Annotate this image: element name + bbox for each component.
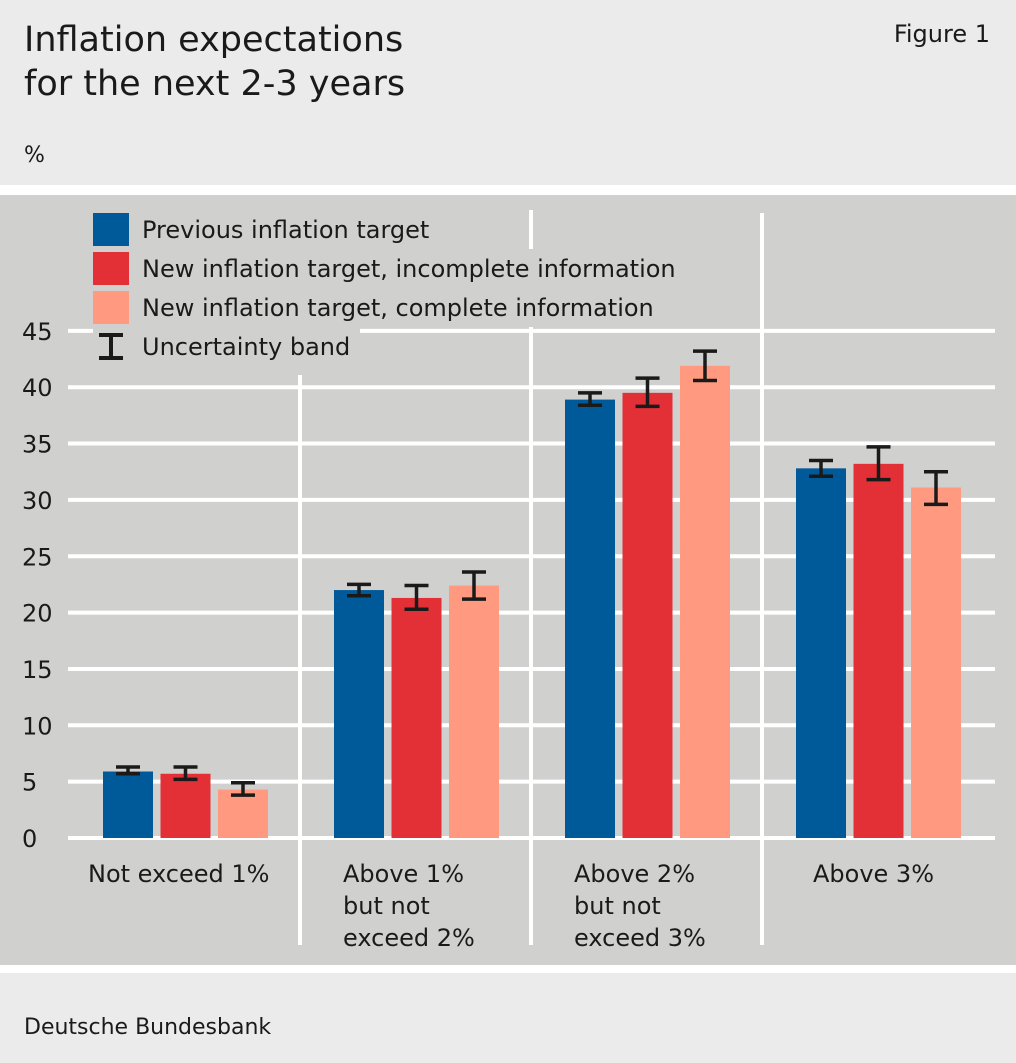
error-bar bbox=[635, 376, 660, 409]
legend-item-uncertainty: Uncertainty band bbox=[93, 327, 361, 366]
error-bar-icon bbox=[99, 333, 123, 360]
error-bar bbox=[404, 583, 429, 611]
error-bar bbox=[231, 781, 255, 797]
category-line: exceed 3% bbox=[574, 924, 706, 952]
error-bar bbox=[578, 391, 602, 407]
bar bbox=[218, 789, 268, 838]
legend-label: Uncertainty band bbox=[142, 332, 351, 361]
legend-swatch bbox=[93, 252, 129, 285]
bar bbox=[391, 597, 442, 838]
error-bar bbox=[173, 765, 198, 782]
bar bbox=[911, 487, 961, 838]
bar bbox=[449, 585, 499, 838]
category-line: Above 1% bbox=[343, 860, 465, 888]
legend-item-previous: Previous inflation target bbox=[93, 210, 440, 249]
y-tick-label: 10 bbox=[22, 712, 53, 740]
y-tick-label: 30 bbox=[22, 487, 53, 515]
error-bar bbox=[924, 469, 948, 507]
error-bar bbox=[809, 458, 833, 478]
bar bbox=[853, 463, 904, 838]
category-line: Above 2% bbox=[574, 860, 696, 888]
error-bar bbox=[116, 765, 140, 776]
bar bbox=[334, 590, 384, 838]
figure-label: Figure 1 bbox=[893, 20, 990, 48]
bar bbox=[796, 468, 846, 838]
legend: Previous inflation target New inflation … bbox=[93, 210, 686, 366]
y-tick-label: 0 bbox=[22, 825, 37, 853]
bar bbox=[622, 392, 673, 838]
legend-label: New inflation target, incomplete informa… bbox=[142, 254, 676, 283]
error-bar bbox=[462, 570, 486, 601]
y-tick-label: 45 bbox=[22, 318, 53, 346]
legend-label: New inflation target, complete informati… bbox=[142, 293, 654, 322]
y-tick-label: 40 bbox=[22, 374, 53, 402]
unit-label: % bbox=[24, 143, 45, 168]
x-category-label: Above 1% but not exceed 2% bbox=[343, 858, 475, 954]
y-tick-label: 5 bbox=[22, 769, 37, 797]
title-line-1: Inflation expectations bbox=[24, 20, 404, 60]
bar bbox=[680, 365, 730, 838]
error-bar bbox=[347, 582, 371, 598]
error-bar bbox=[693, 349, 717, 383]
category-line: but not bbox=[343, 892, 430, 920]
legend-item-incomplete: New inflation target, incomplete informa… bbox=[93, 249, 686, 288]
legend-item-complete: New inflation target, complete informati… bbox=[93, 288, 664, 327]
category-line: Not exceed 1% bbox=[88, 860, 270, 888]
category-line: but not bbox=[574, 892, 661, 920]
chart-title: Inflation expectations for the next 2-3 y… bbox=[24, 18, 405, 106]
y-tick-label: 15 bbox=[22, 656, 53, 684]
bar bbox=[103, 771, 153, 838]
x-category-label: Above 3% bbox=[813, 858, 934, 890]
source-label: Deutsche Bundesbank bbox=[24, 1015, 272, 1040]
bar bbox=[565, 399, 615, 838]
legend-swatch bbox=[93, 213, 129, 246]
x-category-label: Above 2% but not exceed 3% bbox=[574, 858, 706, 954]
error-bar bbox=[866, 445, 891, 482]
category-line: Above 3% bbox=[813, 860, 935, 888]
category-line: exceed 2% bbox=[343, 924, 475, 952]
y-tick-label: 20 bbox=[22, 600, 53, 628]
y-tick-label: 25 bbox=[22, 543, 53, 571]
legend-swatch bbox=[93, 291, 129, 324]
x-category-label: Not exceed 1% bbox=[88, 858, 269, 890]
title-line-2: for the next 2-3 years bbox=[24, 64, 406, 104]
y-tick-label: 35 bbox=[22, 431, 53, 459]
legend-label: Previous inflation target bbox=[142, 215, 430, 244]
bar bbox=[160, 773, 211, 838]
